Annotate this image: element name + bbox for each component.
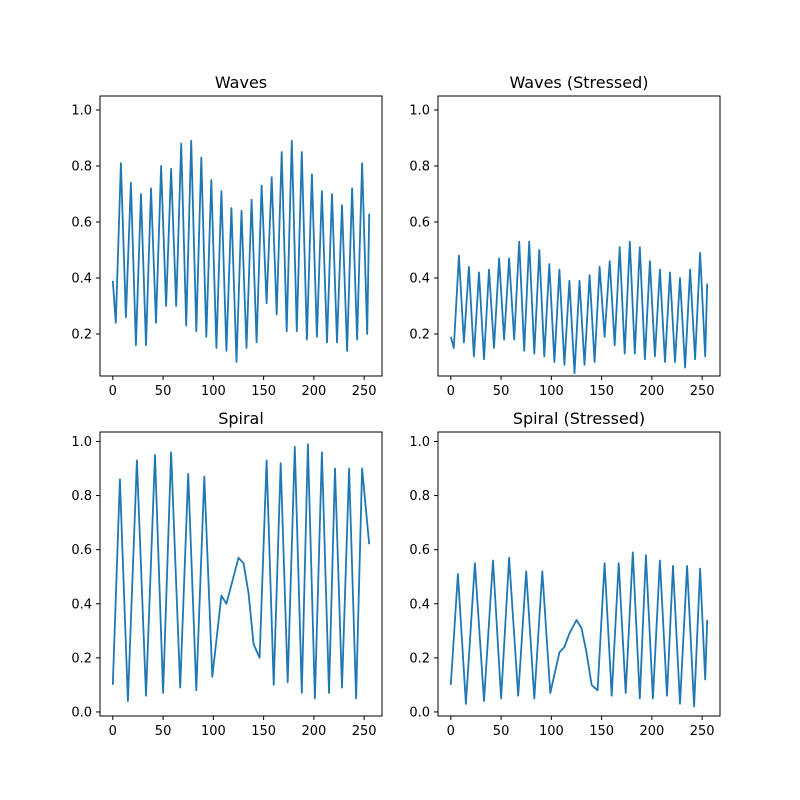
axes-frame [437,431,721,717]
x-tick-label: 150 [589,384,614,399]
series-line [449,551,709,708]
x-tick-label: 0 [447,724,455,739]
y-tick-label: 0.2 [71,651,92,666]
y-tick-label: 0.8 [71,489,92,504]
subplot-title: Waves [215,73,267,92]
subplot-waves-stressed: Waves (Stressed) 0 50 100 150 200 250 0.2 0.4 0.… [409,73,721,399]
y-tick-label: 0.8 [409,160,430,175]
y-tick-label: 0.4 [409,272,430,287]
subplot-spiral: Spiral 0 50 100 150 200 250 0.0 0.2 0.4 0.6 0.8 1.0 [71,409,383,739]
y-tick-label: 1.0 [409,435,430,450]
y-tick-label: 0.8 [71,160,92,175]
series-line [449,240,709,375]
x-tick-label: 200 [301,384,326,399]
x-tick-label: 50 [155,384,172,399]
x-tick-label: 50 [493,724,510,739]
x-tick-label: 50 [493,384,510,399]
y-tick-label: 1.0 [71,104,92,119]
axes-frame [99,431,383,717]
subplot-waves: Waves 0 50 100 150 200 250 0.2 0.4 0.6 0.8 1.0 [71,73,383,399]
y-tick-label: 0.0 [409,705,430,720]
y-tick-label: 0.2 [409,328,430,343]
subplot-title: Spiral [218,409,264,428]
y-tick-label: 0.6 [409,216,430,231]
y-tick-label: 0.6 [409,543,430,558]
y-tick-label: 0.0 [71,705,92,720]
subplot-spiral-stressed: Spiral (Stressed) 0 50 100 150 200 250 0.0 0.2 0… [409,409,721,739]
x-tick-label: 250 [352,724,377,739]
x-tick-label: 200 [301,724,326,739]
x-tick-label: 100 [539,724,564,739]
y-tick-label: 0.6 [71,216,92,231]
x-tick-label: 250 [690,724,715,739]
y-tick-label: 0.2 [71,328,92,343]
x-tick-label: 0 [109,384,117,399]
y-tick-label: 0.4 [71,272,92,287]
x-tick-label: 200 [639,724,664,739]
y-tick-label: 0.2 [409,651,430,666]
y-tick-label: 0.4 [71,597,92,612]
y-tick-label: 1.0 [409,104,430,119]
x-tick-label: 150 [251,724,276,739]
x-tick-label: 100 [201,384,226,399]
x-tick-label: 0 [109,724,117,739]
x-tick-label: 0 [447,384,455,399]
y-tick-label: 0.8 [409,489,430,504]
subplot-title: Waves (Stressed) [510,73,649,92]
series-line [111,139,371,363]
axes-frame [99,95,383,377]
x-tick-label: 200 [639,384,664,399]
y-tick-label: 0.6 [71,543,92,558]
x-tick-label: 50 [155,724,172,739]
x-tick-label: 250 [690,384,715,399]
x-tick-label: 100 [539,384,564,399]
x-tick-label: 250 [352,384,377,399]
series-line [111,443,371,702]
subplot-title: Spiral (Stressed) [513,409,645,428]
x-tick-label: 150 [589,724,614,739]
y-tick-label: 0.4 [409,597,430,612]
axes-frame [437,95,721,377]
x-tick-label: 150 [251,384,276,399]
x-tick-label: 100 [201,724,226,739]
y-tick-label: 1.0 [71,435,92,450]
